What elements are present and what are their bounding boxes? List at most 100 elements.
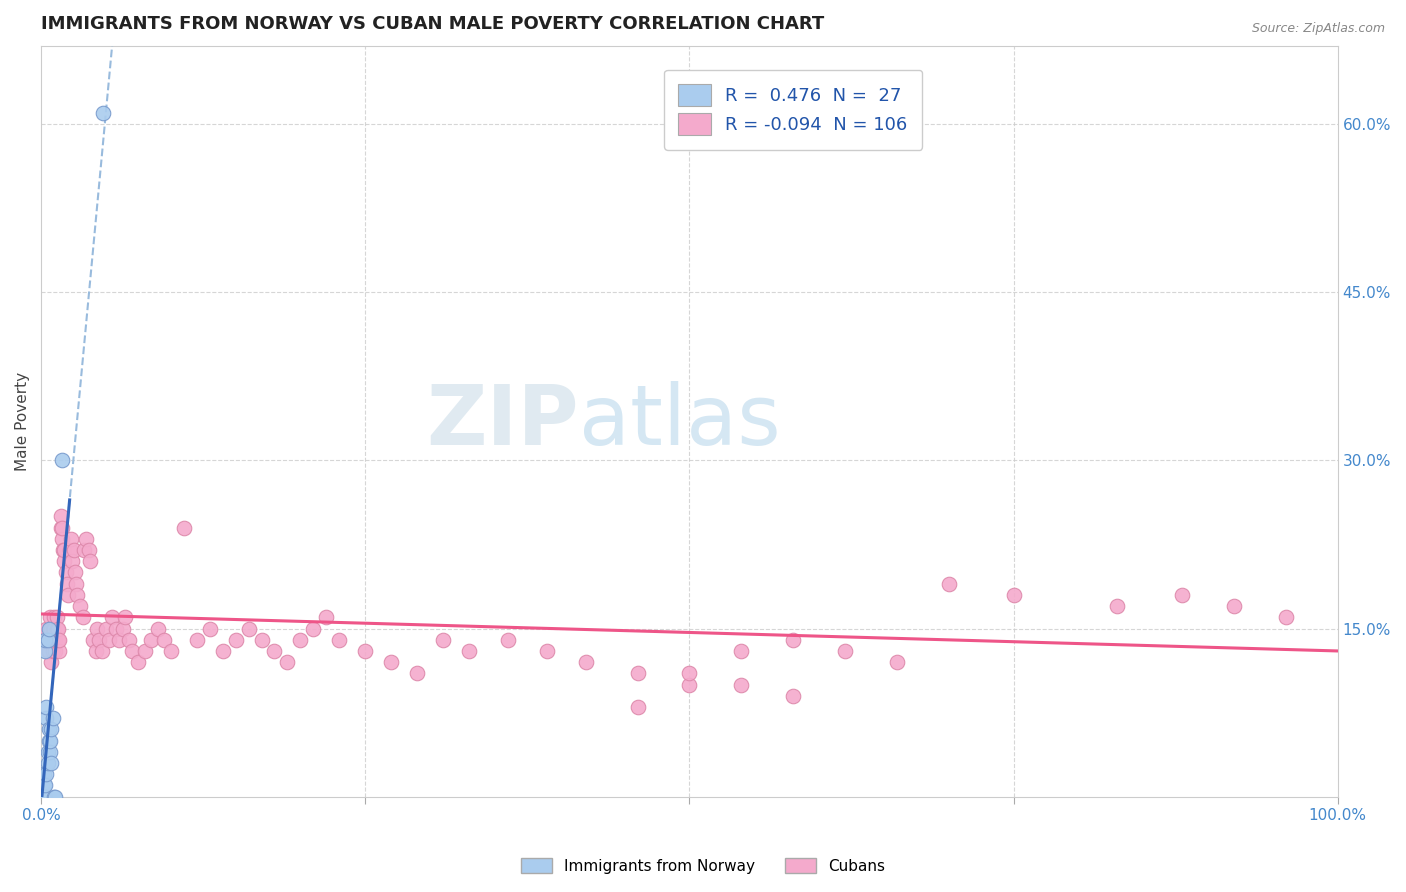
Point (41, 622, 63, 636)
Point (59, 543, 82, 558)
Point (198, 622, 221, 636)
Text: IMMIGRANTS FROM NORWAY VS CUBAN MALE POVERTY CORRELATION CHART: IMMIGRANTS FROM NORWAY VS CUBAN MALE POV… (41, 15, 824, 33)
Point (35, 700, 58, 714)
Point (354, 644, 377, 658)
Point (93, 106, 115, 120)
Point (186, 632, 208, 647)
Point (59, 532, 82, 546)
Text: ZIP: ZIP (426, 381, 579, 462)
Point (42, 622, 65, 636)
Point (834, 644, 856, 658)
Point (77, 543, 100, 558)
Point (39, 622, 62, 636)
Point (34, 779, 56, 793)
Point (626, 700, 648, 714)
Point (250, 632, 273, 647)
Point (82, 632, 104, 647)
Point (730, 677, 752, 691)
Point (58, 588, 80, 602)
Point (290, 632, 312, 647)
Point (79, 554, 101, 568)
Point (76, 532, 98, 546)
Point (575, 655, 598, 669)
Point (35, 767, 58, 781)
Point (432, 632, 454, 647)
Point (35, 622, 58, 636)
Point (38, 644, 60, 658)
Point (94, 622, 117, 636)
Point (66, 588, 89, 602)
Point (44, 632, 66, 647)
Point (1171, 588, 1194, 602)
Point (159, 644, 181, 658)
Point (1107, 599, 1129, 614)
Point (42, 632, 65, 647)
Point (84, 644, 107, 658)
Point (39, 632, 62, 647)
Point (38, 622, 60, 636)
Point (225, 632, 247, 647)
Point (97, 632, 120, 647)
Point (34, 632, 56, 647)
Point (86, 622, 108, 636)
Point (678, 677, 700, 691)
Point (406, 666, 429, 681)
Point (53, 554, 76, 568)
Point (730, 644, 752, 658)
Point (1223, 599, 1246, 614)
Point (51, 453, 73, 467)
Point (782, 689, 804, 703)
Point (42, 610, 65, 624)
Point (42, 632, 65, 647)
Point (51, 521, 73, 535)
Point (105, 622, 128, 636)
Point (44, 789, 66, 804)
Point (34, 789, 56, 804)
Point (46, 622, 69, 636)
Point (328, 632, 350, 647)
Point (39, 610, 62, 624)
Legend: R =  0.476  N =  27, R = -0.094  N = 106: R = 0.476 N = 27, R = -0.094 N = 106 (664, 70, 922, 150)
Point (114, 610, 136, 624)
Point (31, 779, 53, 793)
Point (938, 576, 960, 591)
Point (72, 610, 94, 624)
Point (38, 632, 60, 647)
Point (38, 733, 60, 747)
Point (101, 610, 124, 624)
Point (458, 644, 481, 658)
Point (49, 521, 72, 535)
Point (118, 632, 141, 647)
Point (276, 655, 298, 669)
Text: Source: ZipAtlas.com: Source: ZipAtlas.com (1251, 22, 1385, 36)
Point (42, 622, 65, 636)
Point (1002, 588, 1025, 602)
Point (111, 622, 134, 636)
Point (51, 532, 73, 546)
Point (55, 566, 77, 580)
Point (678, 666, 700, 681)
Point (41, 723, 63, 737)
Point (63, 566, 86, 580)
Point (32, 767, 55, 781)
Point (238, 622, 260, 636)
Point (37, 632, 59, 647)
Point (37, 632, 59, 647)
Point (39, 733, 62, 747)
Point (173, 521, 195, 535)
Point (1274, 610, 1296, 624)
Point (886, 655, 908, 669)
Point (41, 655, 63, 669)
Point (380, 655, 402, 669)
Point (146, 622, 169, 636)
Point (34, 644, 56, 658)
Point (38, 723, 60, 737)
Point (46, 632, 69, 647)
Point (37, 644, 59, 658)
Point (34, 632, 56, 647)
Point (49, 509, 72, 524)
Point (42, 789, 65, 804)
Point (127, 655, 149, 669)
Legend: Immigrants from Norway, Cubans: Immigrants from Norway, Cubans (515, 852, 891, 880)
Point (263, 644, 285, 658)
